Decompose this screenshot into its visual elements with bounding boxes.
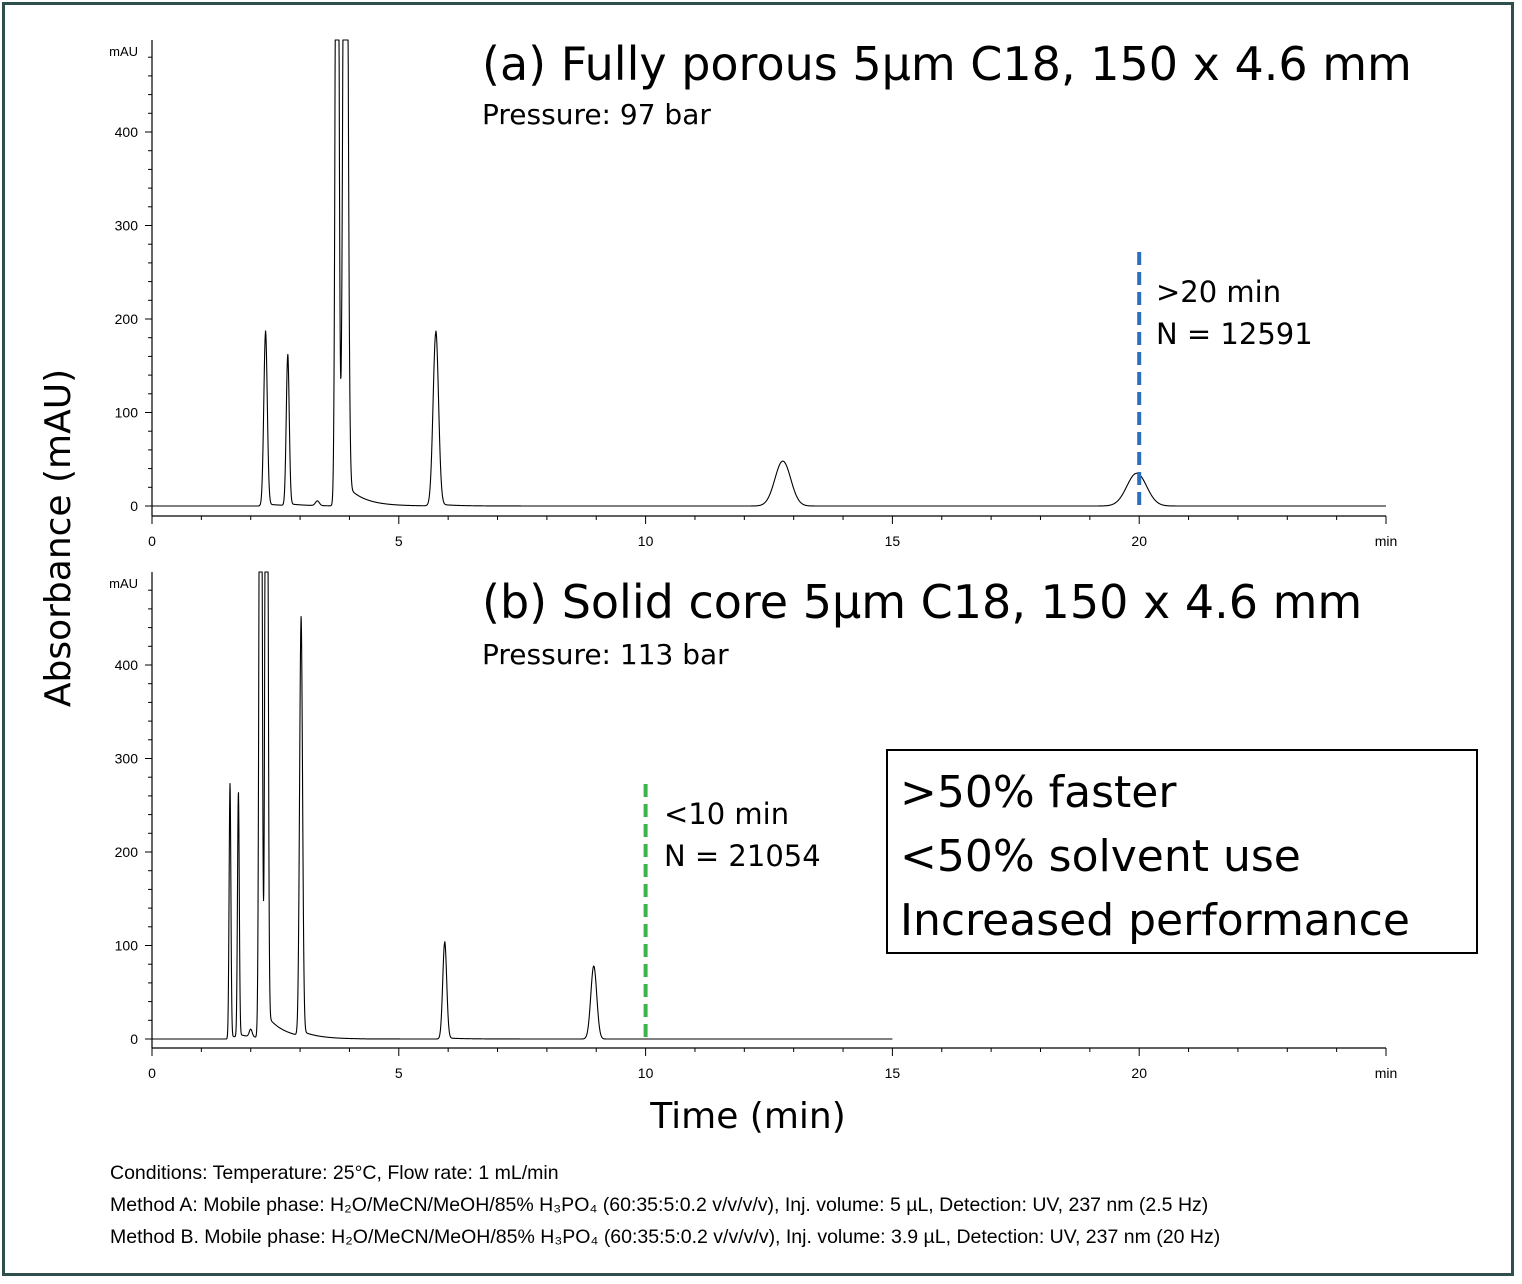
x-tick-label: 15: [885, 1065, 901, 1081]
y-tick-label: 300: [115, 218, 139, 234]
x-unit-label: min: [1375, 533, 1398, 549]
method-a-note: Method A: Mobile phase: H₂O/MeCN/MeOH/85…: [110, 1194, 1209, 1216]
runtime-annotation: >20 min: [1156, 275, 1281, 309]
x-tick-label: 0: [148, 533, 156, 549]
chromatogram-trace: [151, 39, 1387, 507]
callout-line-performance: Increased performance: [900, 895, 1410, 946]
y-tick-label: 300: [115, 751, 139, 767]
plate-count-annotation: N = 12591: [1156, 317, 1313, 351]
y-tick-label: 100: [115, 938, 139, 954]
chromatogram-trace: [151, 571, 893, 1040]
x-tick-label: 20: [1131, 533, 1147, 549]
x-tick-label: 15: [885, 533, 901, 549]
runtime-annotation: <10 min: [664, 797, 789, 831]
y-unit-label: mAU: [109, 576, 138, 591]
panel-b: (b) Solid core 5µm C18, 150 x 4.6 mm Pres…: [109, 571, 1398, 1081]
summary-callout: >50% faster <50% solvent use Increased p…: [886, 749, 1478, 954]
y-tick-label: 0: [130, 498, 138, 514]
pressure-label: Pressure: 113 bar: [482, 638, 729, 671]
panel-title: (b) Solid core 5µm C18, 150 x 4.6 mm: [482, 575, 1362, 629]
plate-count-annotation: N = 21054: [664, 839, 821, 873]
x-tick-label: 10: [638, 533, 654, 549]
y-axis-title: Absorbance (mAU): [38, 369, 79, 707]
panel-a: (a) Fully porous 5µm C18, 150 x 4.6 mm Pr…: [109, 37, 1412, 549]
x-tick-label: 5: [395, 533, 403, 549]
x-tick-label: 0: [148, 1065, 156, 1081]
y-tick-label: 400: [115, 124, 139, 140]
y-tick-label: 100: [115, 405, 139, 421]
x-tick-label: 10: [638, 1065, 654, 1081]
x-axis-title: Time (min): [649, 1096, 846, 1137]
method-notes: Conditions: Temperature: 25°C, Flow rate…: [110, 1157, 1500, 1253]
y-tick-label: 0: [130, 1031, 138, 1047]
pressure-label: Pressure: 97 bar: [482, 98, 711, 131]
conditions-note: Conditions: Temperature: 25°C, Flow rate…: [110, 1162, 559, 1184]
y-tick-label: 200: [115, 844, 139, 860]
x-tick-label: 5: [395, 1065, 403, 1081]
method-b-note: Method B. Mobile phase: H₂O/MeCN/MeOH/85…: [110, 1226, 1221, 1248]
x-tick-label: 20: [1131, 1065, 1147, 1081]
y-unit-label: mAU: [109, 44, 138, 59]
x-unit-label: min: [1375, 1065, 1398, 1081]
panel-title: (a) Fully porous 5µm C18, 150 x 4.6 mm: [482, 37, 1412, 91]
callout-line-faster: >50% faster: [900, 767, 1177, 818]
y-tick-label: 200: [115, 311, 139, 327]
y-tick-label: 400: [115, 657, 139, 673]
callout-line-solvent: <50% solvent use: [900, 831, 1301, 882]
